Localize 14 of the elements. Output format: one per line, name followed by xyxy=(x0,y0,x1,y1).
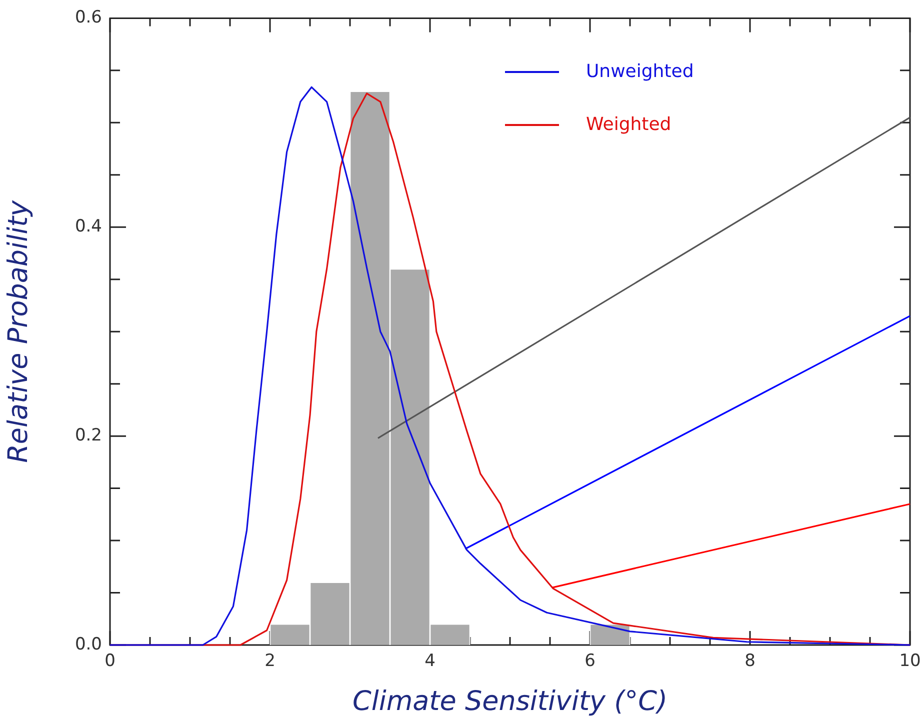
y-tick-label: 0.2 xyxy=(74,425,102,446)
y-tick-label: 0.6 xyxy=(74,8,102,28)
legend-label: Weighted xyxy=(586,114,672,135)
legend-label: Unweighted xyxy=(586,61,694,82)
y-axis-title: Relative Probability xyxy=(3,199,34,463)
y-tick-label: 0.0 xyxy=(74,634,102,654)
y-tick-label: 0.4 xyxy=(74,216,102,237)
x-tick-label: 10 xyxy=(899,650,921,671)
x-tick-label: 0 xyxy=(104,650,116,671)
x-tick-label: 2 xyxy=(264,650,276,671)
x-tick-label: 8 xyxy=(744,650,756,671)
x-axis-title: Climate Sensitivity (°C) xyxy=(352,686,668,717)
x-tick-label: 4 xyxy=(424,650,436,671)
x-tick-label: 6 xyxy=(584,650,596,671)
